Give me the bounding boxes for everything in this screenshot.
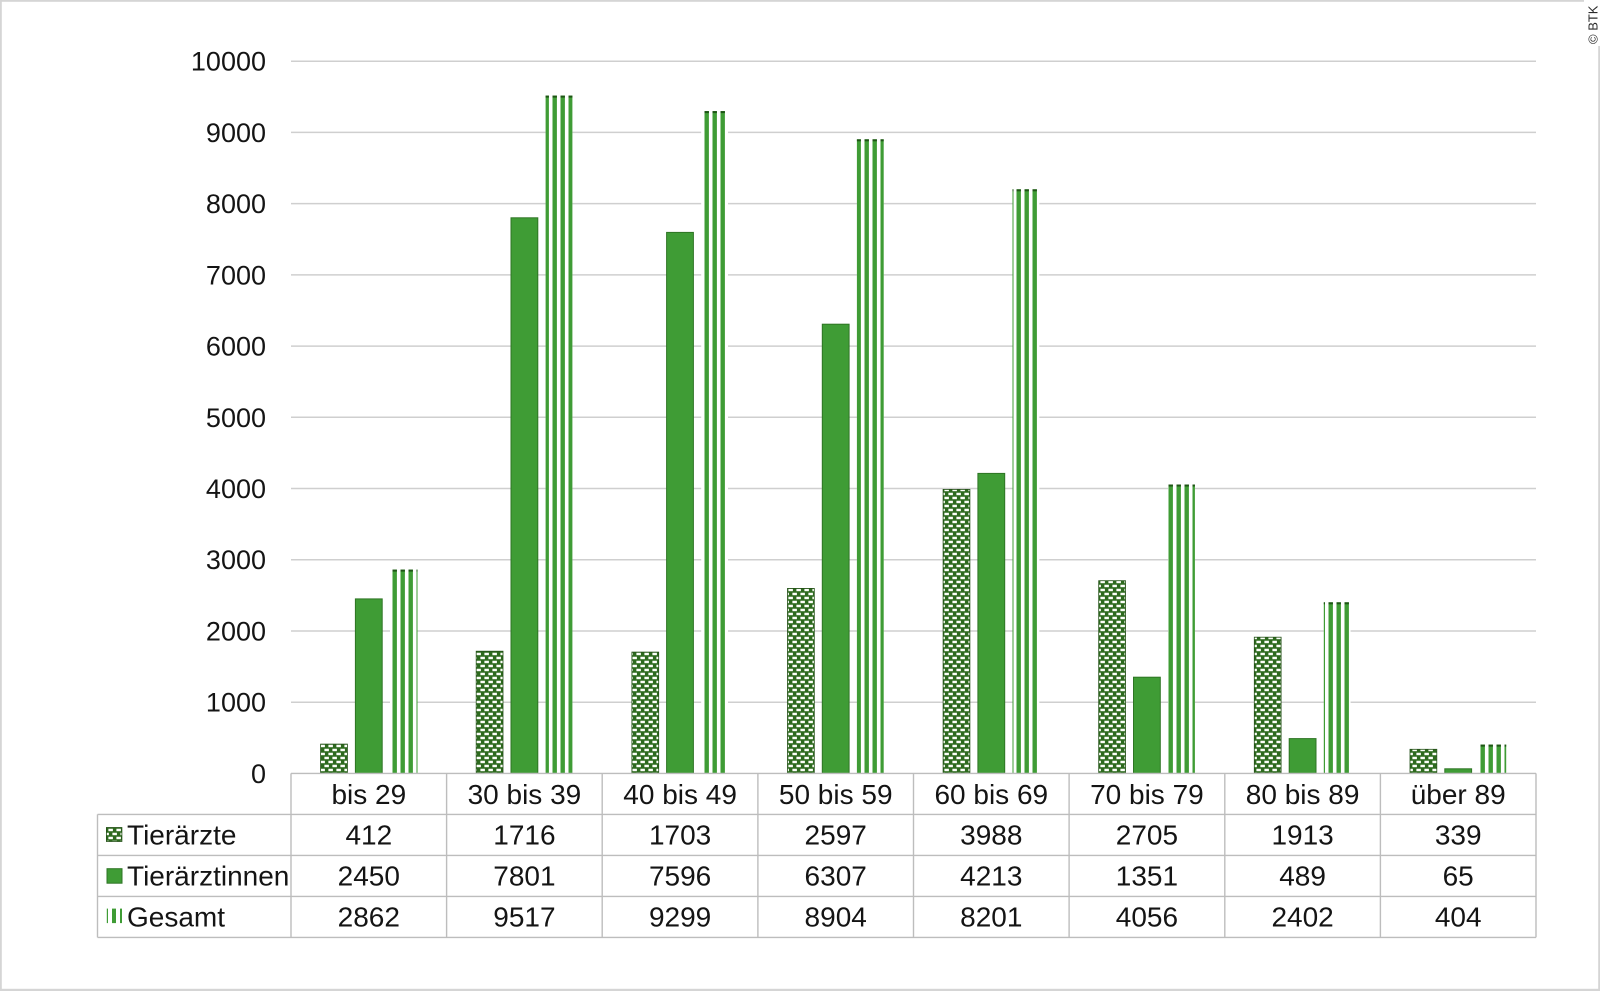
svg-text:Gesamt: Gesamt	[127, 902, 225, 933]
svg-text:4000: 4000	[206, 474, 266, 504]
svg-text:4213: 4213	[960, 861, 1022, 892]
svg-text:8000: 8000	[206, 189, 266, 219]
svg-text:5000: 5000	[206, 403, 266, 433]
svg-text:bis 29: bis 29	[331, 779, 406, 810]
svg-text:1703: 1703	[649, 820, 711, 851]
svg-text:70 bis 79: 70 bis 79	[1090, 779, 1204, 810]
svg-text:1913: 1913	[1271, 820, 1333, 851]
svg-text:339: 339	[1435, 820, 1482, 851]
svg-text:Tierärztinnen: Tierärztinnen	[127, 861, 289, 892]
svg-text:489: 489	[1279, 861, 1326, 892]
svg-text:4056: 4056	[1116, 902, 1178, 933]
svg-text:60 bis 69: 60 bis 69	[934, 779, 1048, 810]
svg-text:40 bis 49: 40 bis 49	[623, 779, 737, 810]
svg-text:6307: 6307	[805, 861, 867, 892]
svg-text:2862: 2862	[338, 902, 400, 933]
svg-text:8201: 8201	[960, 902, 1022, 933]
svg-text:9000: 9000	[206, 118, 266, 148]
svg-text:9517: 9517	[493, 902, 555, 933]
svg-text:7596: 7596	[649, 861, 711, 892]
svg-text:10000: 10000	[191, 47, 266, 77]
svg-text:3988: 3988	[960, 820, 1022, 851]
svg-text:7000: 7000	[206, 260, 266, 290]
svg-text:2450: 2450	[338, 861, 400, 892]
svg-text:1351: 1351	[1116, 861, 1178, 892]
svg-text:65: 65	[1443, 861, 1474, 892]
svg-text:2000: 2000	[206, 617, 266, 647]
svg-text:2705: 2705	[1116, 820, 1178, 851]
svg-text:404: 404	[1435, 902, 1482, 933]
svg-text:2402: 2402	[1271, 902, 1333, 933]
svg-text:über 89: über 89	[1411, 779, 1506, 810]
svg-text:412: 412	[345, 820, 392, 851]
svg-text:2597: 2597	[805, 820, 867, 851]
svg-text:3000: 3000	[206, 545, 266, 575]
svg-text:1716: 1716	[493, 820, 555, 851]
svg-text:80 bis 89: 80 bis 89	[1246, 779, 1360, 810]
svg-text:7801: 7801	[493, 861, 555, 892]
svg-text:8904: 8904	[805, 902, 867, 933]
svg-text:© BTK: © BTK	[1585, 5, 1600, 44]
svg-text:0: 0	[251, 759, 266, 789]
svg-text:50 bis 59: 50 bis 59	[779, 779, 893, 810]
svg-text:30 bis 39: 30 bis 39	[468, 779, 582, 810]
svg-text:Tierärzte: Tierärzte	[127, 820, 236, 851]
svg-text:9299: 9299	[649, 902, 711, 933]
svg-text:6000: 6000	[206, 332, 266, 362]
svg-text:1000: 1000	[206, 688, 266, 718]
